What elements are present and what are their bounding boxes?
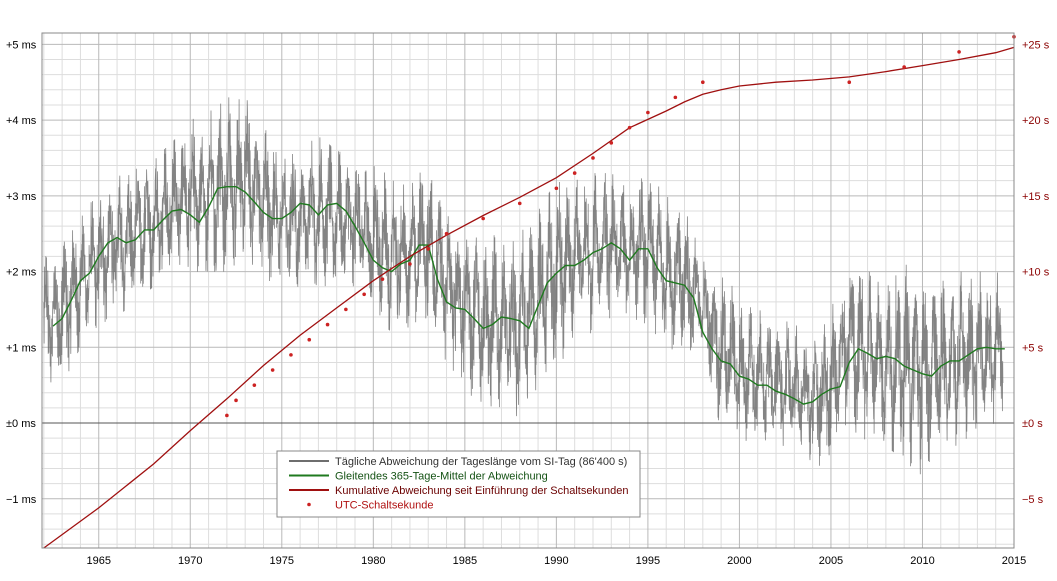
legend-leap-swatch [307, 502, 311, 507]
leap-second-point [444, 231, 449, 236]
leap-second-point [380, 277, 385, 281]
right-tick-label: +15 s [1022, 191, 1050, 203]
x-axis-ticks: 1965 1970 1975 1980 1985 1990 1995 2000 2005 2010… [87, 555, 1027, 567]
left-tick-label: −1 ms [6, 494, 37, 506]
leap-second-point [517, 201, 522, 206]
x-tick-label: 2010 [910, 555, 934, 567]
leap-second-point [646, 110, 650, 115]
left-axis-ticks: +5 ms +4 ms +3 ms +2 ms +1 ms ±0 ms −1 ms [6, 39, 37, 505]
leap-second-point [344, 307, 348, 312]
legend-box [276, 450, 641, 518]
right-tick-label: −5 s [1022, 494, 1044, 506]
plot-frame [41, 32, 1015, 549]
leap-second-point [554, 186, 559, 191]
leap-second-point [408, 262, 412, 266]
legend: Tägliche Abweichung der Tageslänge vom S… [276, 450, 641, 518]
leap-second-point [252, 383, 257, 387]
left-tick-label: +4 ms [6, 115, 37, 127]
left-tick-label: +1 ms [6, 342, 37, 354]
leap-second-point [957, 50, 961, 54]
moving-mean-line [52, 185, 1005, 405]
leap-second-point [481, 216, 485, 221]
leap-second-point [847, 80, 852, 85]
leap-second-point [426, 247, 431, 251]
right-axis-ticks: +25 s +20 s +15 s +10 s +5 s ±0 s −5 s [1022, 39, 1050, 505]
x-tick-label: 1980 [361, 555, 385, 567]
left-tick-label: +3 ms [6, 191, 37, 203]
daily-deviation-series [43, 97, 1004, 475]
right-tick-label: ±0 s [1022, 418, 1043, 430]
leap-second-point [325, 322, 330, 327]
leap-second-point [289, 353, 293, 357]
moving-mean-series [52, 185, 1005, 405]
leap-second-point [673, 95, 678, 100]
leap-second-point [307, 337, 312, 342]
leap-second-point [701, 80, 705, 85]
leap-second-point [270, 368, 275, 372]
right-tick-label: +5 s [1022, 342, 1044, 354]
legend-mean-label: Gleitendes 365-Tage-Mittel der Abweichun… [335, 471, 548, 483]
x-tick-label: 1995 [636, 555, 660, 567]
leap-second-points [225, 34, 1016, 418]
x-tick-label: 1975 [270, 555, 294, 567]
left-tick-label: ±0 ms [6, 418, 36, 430]
leap-second-point [902, 65, 906, 69]
cumulative-deviation-line [43, 46, 1015, 549]
leap-second-point [572, 171, 577, 175]
leap-second-point [627, 125, 632, 130]
x-tick-label: 2005 [819, 555, 843, 567]
left-tick-label: +2 ms [6, 267, 37, 279]
x-tick-label: 1990 [544, 555, 568, 567]
x-tick-label: 1970 [178, 555, 202, 567]
leap-second-point [591, 156, 595, 160]
leap-second-point [225, 413, 229, 418]
x-tick-label: 2015 [1002, 555, 1026, 567]
leap-second-point [362, 292, 366, 297]
cumulative-deviation-series [43, 46, 1015, 549]
left-tick-label: +5 ms [6, 39, 37, 51]
right-tick-label: +25 s [1022, 39, 1050, 51]
daily-deviation-line [43, 97, 1004, 475]
x-tick-label: 2000 [727, 555, 751, 567]
legend-cumulative-label: Kumulative Abweichung seit Einführung de… [335, 485, 629, 497]
leap-second-point [234, 398, 238, 403]
x-tick-label: 1985 [453, 555, 477, 567]
legend-daily-label: Tägliche Abweichung der Tageslänge vom S… [335, 456, 627, 468]
right-tick-label: +10 s [1022, 267, 1050, 279]
leap-second-point [609, 141, 614, 145]
legend-leap-label: UTC-Schaltsekunde [335, 500, 433, 512]
x-tick-label: 1965 [87, 555, 111, 567]
right-tick-label: +20 s [1022, 115, 1050, 127]
